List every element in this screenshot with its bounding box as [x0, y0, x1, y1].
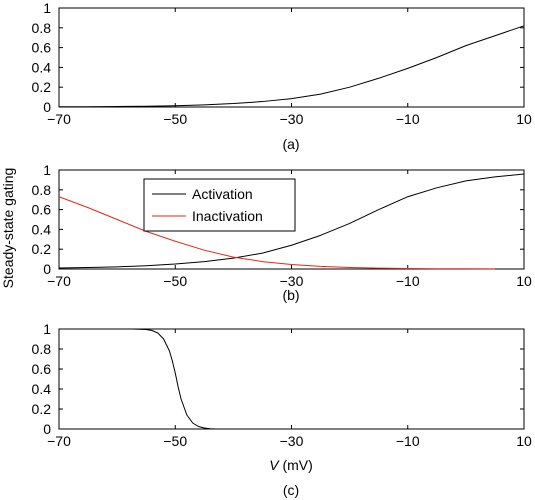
x-tick-label-a: −70	[47, 111, 71, 127]
inactivation-curve-b	[58, 196, 495, 270]
y-tick-label-b: 0	[43, 261, 51, 277]
plot-frame-c	[58, 328, 525, 430]
y-tick-label-c: 1	[43, 321, 51, 337]
x-tick-label-b: −50	[163, 273, 187, 289]
plot-frame-a	[58, 7, 525, 108]
x-tick-label-c: 10	[516, 433, 532, 449]
panel-label-c: (c)	[283, 482, 299, 498]
x-tick-label-c: −50	[163, 433, 187, 449]
y-axis-title: Steady-state gating	[0, 168, 16, 289]
y-tick-label-c: 0.4	[32, 381, 52, 397]
y-tick-label-a: 0.8	[32, 20, 52, 36]
x-tick-label-b: −30	[280, 273, 304, 289]
x-tick-label-a: −50	[163, 111, 187, 127]
panel-c: −70 −50 −30 −10 10 0 0.2 0.4 0.6 0.8 1 (c)	[32, 321, 532, 498]
y-tick-label-c: 0.6	[32, 361, 52, 377]
activation-curve-b	[58, 173, 525, 269]
x-axis-unit: (mV)	[279, 457, 313, 473]
y-tick-label-a: 0.2	[32, 79, 52, 95]
x-tick-label-b: −10	[396, 273, 420, 289]
panel-a: −70 −50 −30 −10 10 0 0.2 0.4 0.6 0.8 1 (a)	[32, 0, 532, 152]
panel-label-a: (a)	[282, 136, 299, 152]
legend-label-inactivation: Inactivation	[192, 208, 263, 224]
y-tick-label-c: 0.8	[32, 341, 52, 357]
series-1-curve-c	[131, 328, 216, 430]
x-tick-label-c: −30	[280, 433, 304, 449]
x-tick-label-c: −10	[396, 433, 420, 449]
legend-label-activation: Activation	[192, 186, 253, 202]
panel-b: −70 −50 −30 −10 10 0 0.2 0.4 0.6 0.8 1 Activation In…	[32, 162, 532, 303]
y-tick-label-b: 0.8	[32, 182, 52, 198]
x-tick-label-a: 10	[516, 111, 532, 127]
x-tick-label-b: −70	[47, 273, 71, 289]
y-tick-label-b: 0.6	[32, 202, 52, 218]
y-tick-label-c: 0.2	[32, 401, 52, 417]
legend-box	[143, 178, 296, 232]
y-tick-label-a: 0.6	[32, 40, 52, 56]
y-tick-label-a: 0	[43, 99, 51, 115]
x-tick-label-c: −70	[47, 433, 71, 449]
x-tick-label-a: −30	[280, 111, 304, 127]
x-tick-label-b: 10	[516, 273, 532, 289]
x-axis-variable: V	[269, 457, 280, 473]
y-tick-label-b: 0.4	[32, 221, 52, 237]
y-tick-label-a: 1	[43, 0, 51, 16]
y-tick-label-c: 0	[43, 421, 51, 437]
series-1-curve-a	[58, 25, 525, 108]
panel-label-b: (b)	[282, 287, 299, 303]
legend: Activation Inactivation	[143, 178, 296, 232]
y-tick-label-a: 0.4	[32, 59, 52, 75]
x-axis-title: V (mV)	[269, 457, 313, 473]
y-tick-label-b: 0.2	[32, 241, 52, 257]
x-tick-label-a: −10	[396, 111, 420, 127]
y-tick-label-b: 1	[43, 162, 51, 178]
